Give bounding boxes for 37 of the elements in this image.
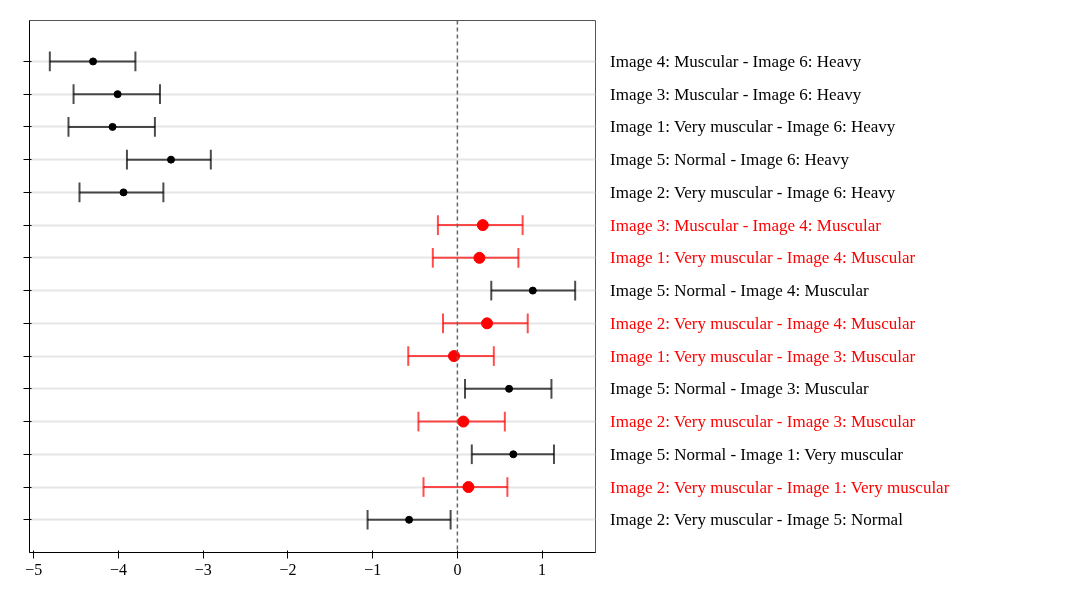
point [505,384,514,393]
point [457,415,470,428]
x-tick-label: −1 [364,560,382,578]
y-tick-label: Image 2: Very muscular - Image 3: Muscular [610,412,916,432]
point [108,122,117,131]
y-tick-label: Image 3: Muscular - Image 6: Heavy [610,84,862,104]
y-tick-label: Image 4: Muscular - Image 6: Heavy [610,51,862,71]
y-tick-label: Image 2: Very muscular - Image 6: Heavy [610,182,896,202]
point [476,219,489,232]
point [113,90,122,99]
y-tick-label: Image 5: Normal - Image 6: Heavy [610,150,850,170]
x-tick-label: 1 [538,560,547,578]
y-tick-label: Image 5: Normal - Image 3: Muscular [610,379,870,399]
point [473,251,486,264]
point [462,481,475,494]
x-tick-label: −5 [25,560,43,578]
point [119,188,128,197]
y-tick-label: Image 1: Very muscular - Image 4: Muscular [610,248,916,268]
y-tick-label: Image 3: Muscular - Image 4: Muscular [610,215,882,235]
x-tick-label: −4 [109,560,127,578]
y-tick-label: Image 1: Very muscular - Image 6: Heavy [610,117,896,137]
x-tick-label: −3 [194,560,212,578]
x-tick-label: −2 [279,560,297,578]
point [448,350,460,363]
point [89,57,98,66]
point [405,515,414,524]
point [481,317,494,330]
y-tick-label: Image 2: Very muscular - Image 1: Very muscular [610,477,950,497]
point [528,286,537,295]
y-tick-label: Image 2: Very muscular - Image 5: Normal [610,510,904,530]
y-tick-label: Image 5: Normal - Image 1: Very muscular [610,444,904,464]
x-tick-label: 0 [453,560,462,578]
y-tick-label: Image 1: Very muscular - Image 3: Muscular [610,346,916,366]
point [167,155,175,164]
point [509,450,518,459]
y-tick-label: Image 5: Normal - Image 4: Muscular [610,281,870,301]
y-tick-label: Image 2: Very muscular - Image 4: Muscular [610,313,916,333]
